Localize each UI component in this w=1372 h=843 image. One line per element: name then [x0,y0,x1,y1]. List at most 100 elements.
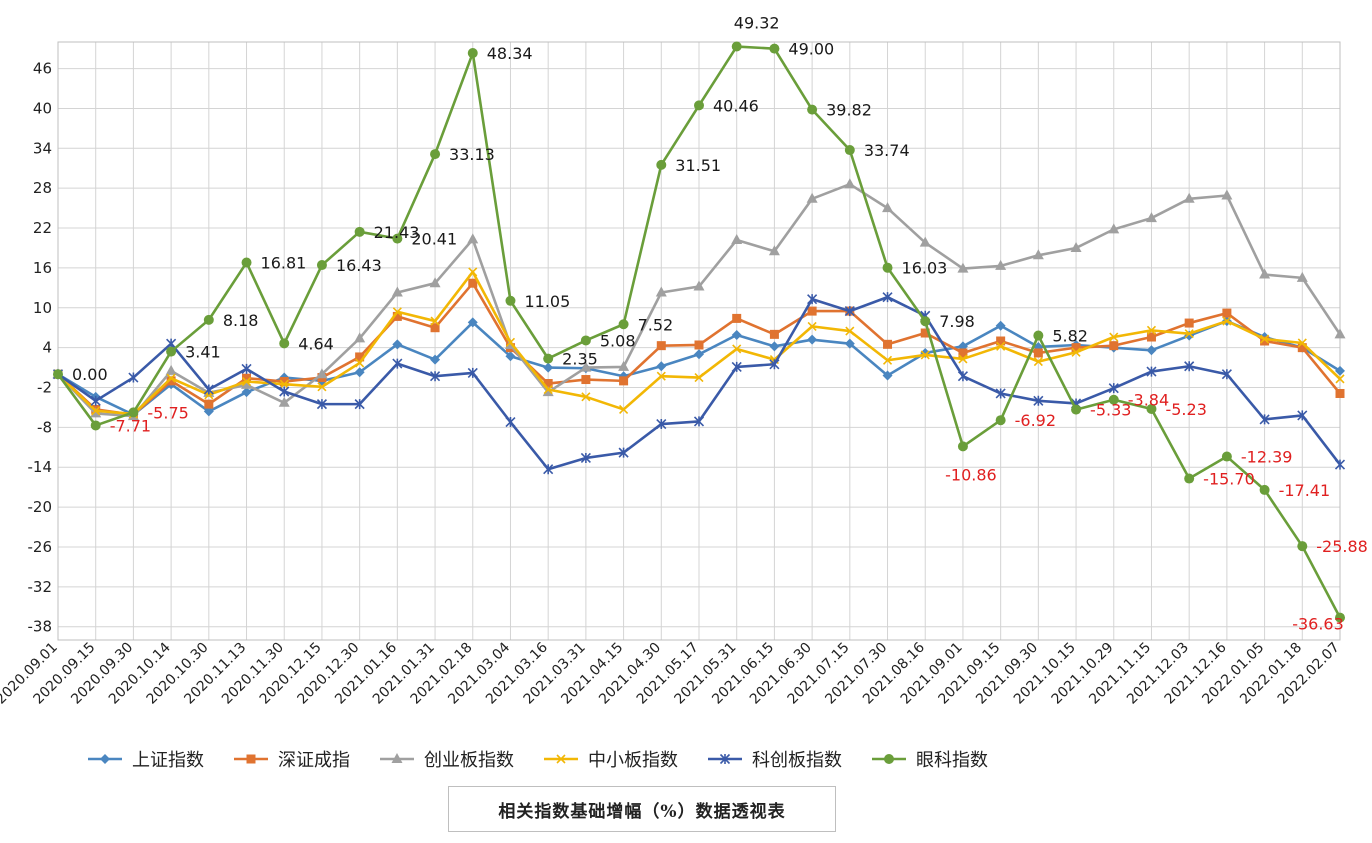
data-point-square [468,278,478,288]
data-label: 16.03 [902,259,948,278]
legend-swatch [234,754,268,764]
data-point-triangle [919,236,931,247]
legend-label: 创业板指数 [424,750,514,771]
data-point-diamond [656,361,667,372]
data-point-x [91,406,101,416]
data-point-triangle [316,368,328,379]
data-point-circle [920,316,931,327]
data-label: 7.52 [638,315,674,334]
data-label: 33.13 [449,145,495,164]
legend-swatch [88,754,122,764]
data-label: 4.64 [298,334,334,353]
data-point-diamond [694,349,704,360]
data-point-star [1184,361,1195,372]
data-point-diamond [203,406,214,417]
data-point-triangle [731,234,743,245]
data-point-square [543,379,553,389]
data-point-diamond [844,338,855,349]
data-point-square [883,339,893,349]
data-point-star [1221,369,1232,380]
data-point-triangle [391,753,403,763]
data-point-square [1146,332,1156,342]
data-point-x [355,358,365,368]
data-point-diamond [807,334,818,345]
data-point-square [581,375,591,385]
data-point-star [279,386,290,397]
data-label: -15.70 [1203,470,1255,489]
data-point-triangle [1183,192,1195,203]
data-label: 0.00 [72,365,108,384]
data-point-square [1033,348,1043,358]
data-point-star [505,416,516,428]
data-point-star [882,292,893,303]
plot-area-border [57,41,1341,641]
data-point-square [694,340,704,350]
data-point-circle [1108,394,1119,405]
legend-label: 深证成指 [278,750,350,771]
data-point-circle [957,441,968,452]
data-point-star [241,363,252,374]
data-point-triangle [1032,249,1044,260]
y-tick-label: -8 [37,418,52,436]
data-label: 39.82 [826,101,872,120]
y-tick-label: 22 [33,219,52,237]
data-label: 5.82 [1052,327,1088,346]
data-point-x [317,382,327,392]
y-tick-label: -26 [28,538,53,556]
data-point-square [166,376,176,386]
data-point-circle [203,314,214,325]
y-tick-label: 16 [33,259,52,277]
data-point-circle [467,48,478,59]
data-point-triangle [165,364,177,375]
data-point-triangle [580,361,592,372]
data-point-star [618,447,629,458]
data-point-star [1033,395,1044,406]
data-point-diamond [769,341,780,352]
data-point-star [203,384,214,395]
legend-item: 科创板指数 [706,746,842,772]
data-point-star [128,372,139,383]
data-point-x [468,267,478,277]
data-point-circle [769,43,780,54]
data-point-triangle [693,280,705,291]
data-point-circle [354,226,365,237]
data-label: 20.41 [411,230,457,249]
data-point-square [279,377,289,387]
data-label: -5.23 [1165,400,1206,419]
data-point-circle [53,369,63,380]
data-point-triangle [391,286,403,297]
data-point-x [1033,357,1043,367]
data-label: 7.98 [939,312,975,331]
y-axis-ticks: 46 40 34 28 22 16 10 4 -2 -8 -14 -20 -26 -32 -38 [28,60,53,636]
data-point-triangle [467,233,479,244]
data-point-x [279,379,289,389]
data-point-star [807,294,818,305]
data-label: -6.92 [1015,411,1056,430]
data-label: -17.41 [1279,481,1331,500]
data-point-triangle [1221,189,1233,200]
data-label: 21.43 [374,223,420,242]
data-point-circle [1071,404,1082,415]
data-point-square [769,329,779,339]
data-point-star [580,452,591,464]
y-tick-label: 34 [33,139,52,157]
legend-swatch [544,754,578,764]
data-point-circle [241,257,252,268]
data-point-star [656,418,667,430]
data-label: 49.32 [734,14,780,33]
data-point-circle [430,149,441,160]
data-point-triangle [844,178,856,189]
data-point-star [354,399,365,410]
data-point-diamond [543,362,554,373]
data-label: -7.71 [110,416,151,435]
data-label: -10.86 [945,465,997,484]
y-tick-label: 46 [33,60,52,78]
data-label: 48.34 [487,44,533,63]
data-point-circle [279,338,290,349]
data-label: 2.35 [562,350,598,369]
data-point-triangle [1108,223,1120,234]
y-tick-label: 40 [33,99,52,117]
data-point-triangle [1070,241,1082,252]
data-point-triangle [655,286,667,297]
data-point-square [1260,336,1270,346]
